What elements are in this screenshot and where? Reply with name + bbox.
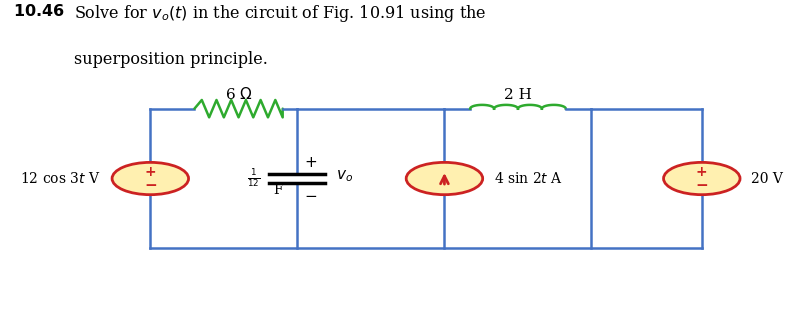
Text: $\mathbf{10.46}$: $\mathbf{10.46}$	[13, 3, 65, 20]
Text: Solve for $v_o(t)$ in the circuit of Fig. 10.91 using the: Solve for $v_o(t)$ in the circuit of Fig…	[74, 3, 487, 24]
Circle shape	[663, 162, 740, 195]
Text: $v_o$: $v_o$	[336, 168, 353, 184]
Text: F: F	[273, 183, 283, 197]
Text: 6 $\Omega$: 6 $\Omega$	[225, 86, 252, 102]
Text: $-$: $-$	[304, 187, 318, 202]
Text: superposition principle.: superposition principle.	[74, 51, 268, 67]
Text: +: +	[696, 165, 708, 179]
Circle shape	[406, 162, 483, 195]
Text: 12 cos 3$t$ V: 12 cos 3$t$ V	[20, 171, 101, 186]
Text: 2 H: 2 H	[504, 88, 532, 102]
Text: −: −	[144, 178, 157, 193]
Text: −: −	[696, 178, 708, 193]
Text: 4 sin 2$t$ A: 4 sin 2$t$ A	[494, 171, 563, 186]
Text: +: +	[304, 155, 317, 170]
Text: 20 V: 20 V	[751, 171, 783, 185]
Circle shape	[112, 162, 188, 195]
Text: +: +	[144, 165, 156, 179]
Text: $\frac{1}{12}$: $\frac{1}{12}$	[247, 168, 261, 189]
